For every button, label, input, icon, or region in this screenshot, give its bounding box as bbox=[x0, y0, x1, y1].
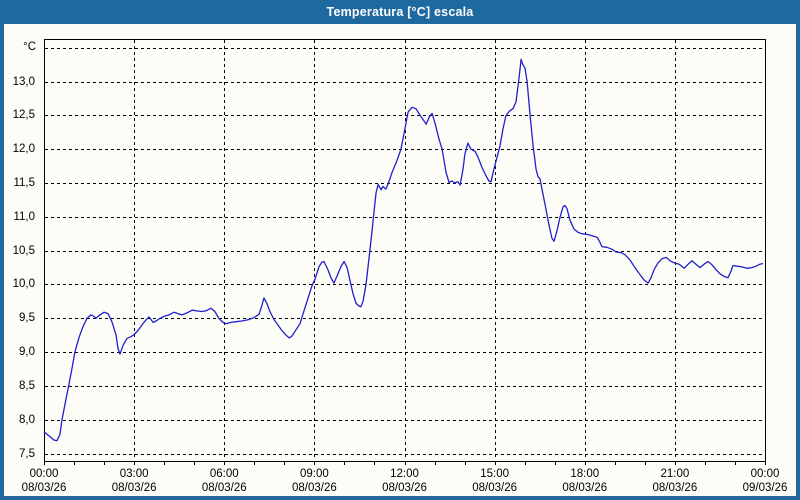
x-tick-time: 00:00 bbox=[29, 468, 59, 480]
x-tick-time: 21:00 bbox=[660, 468, 690, 480]
x-tick-label: 15:00 08/03/26 bbox=[459, 467, 531, 495]
y-tick-label: 7,5 bbox=[19, 447, 35, 460]
title-bar[interactable]: Temperatura [°C] escala bbox=[0, 0, 800, 24]
x-tick-date: 08/03/26 bbox=[291, 482, 337, 494]
x-tick-label: 00:00 09/03/26 bbox=[729, 467, 800, 495]
x-tick-date: 09/03/26 bbox=[742, 482, 788, 494]
y-tick-label: 8,0 bbox=[19, 413, 35, 426]
x-tick-label: 09:00 08/03/26 bbox=[278, 467, 350, 495]
y-tick-label: 9,0 bbox=[19, 346, 35, 359]
temperature-series-line bbox=[43, 58, 764, 442]
chart-container: °C 13,0 12,5 12,0 11,5 11,0 10,5 10,0 9,5 9,0 8,5… bbox=[0, 24, 800, 496]
x-tick-label: 06:00 08/03/26 bbox=[188, 467, 260, 495]
y-tick-label: 9,5 bbox=[19, 312, 35, 325]
y-tick-label: 11,0 bbox=[13, 210, 35, 223]
x-tick-time: 03:00 bbox=[119, 468, 149, 480]
y-tick-label: 8,5 bbox=[19, 379, 35, 392]
y-tick-label: 12,0 bbox=[12, 143, 35, 156]
x-tick-date: 08/03/26 bbox=[562, 482, 608, 494]
y-tick-label: 10,5 bbox=[12, 244, 35, 257]
x-tick-time: 00:00 bbox=[750, 468, 780, 480]
x-tick-date: 08/03/26 bbox=[21, 482, 67, 494]
y-tick-label: 10,0 bbox=[12, 278, 35, 291]
x-tick-time: 15:00 bbox=[480, 468, 510, 480]
x-tick-time: 12:00 bbox=[390, 468, 419, 480]
window-title: Temperatura [°C] escala bbox=[326, 5, 474, 19]
y-axis-unit-label: °C bbox=[23, 40, 36, 53]
x-tick-label: 21:00 08/03/26 bbox=[639, 467, 711, 495]
x-tick-date: 08/03/26 bbox=[111, 482, 157, 494]
x-tick-label: 03:00 08/03/26 bbox=[98, 467, 170, 495]
x-tick-label: 12:00 08/03/26 bbox=[369, 467, 441, 495]
x-tick-date: 08/03/26 bbox=[201, 482, 247, 494]
x-tick-date: 08/03/26 bbox=[472, 482, 517, 494]
x-tick-time: 06:00 bbox=[209, 468, 239, 480]
x-tick-time: 09:00 bbox=[299, 468, 329, 480]
y-tick-label: 12,5 bbox=[12, 109, 35, 122]
plot-canvas[interactable] bbox=[0, 24, 800, 496]
y-tick-label: 11,5 bbox=[13, 177, 35, 190]
x-tick-label: 18:00 08/03/26 bbox=[549, 467, 621, 495]
x-tick-time: 18:00 bbox=[570, 468, 600, 480]
x-tick-date: 08/03/26 bbox=[652, 482, 698, 494]
y-tick-label: 13,0 bbox=[12, 75, 35, 88]
x-tick-date: 08/03/26 bbox=[382, 482, 427, 494]
plot-border bbox=[44, 39, 766, 462]
x-tick-label: 00:00 08/03/26 bbox=[8, 467, 80, 495]
